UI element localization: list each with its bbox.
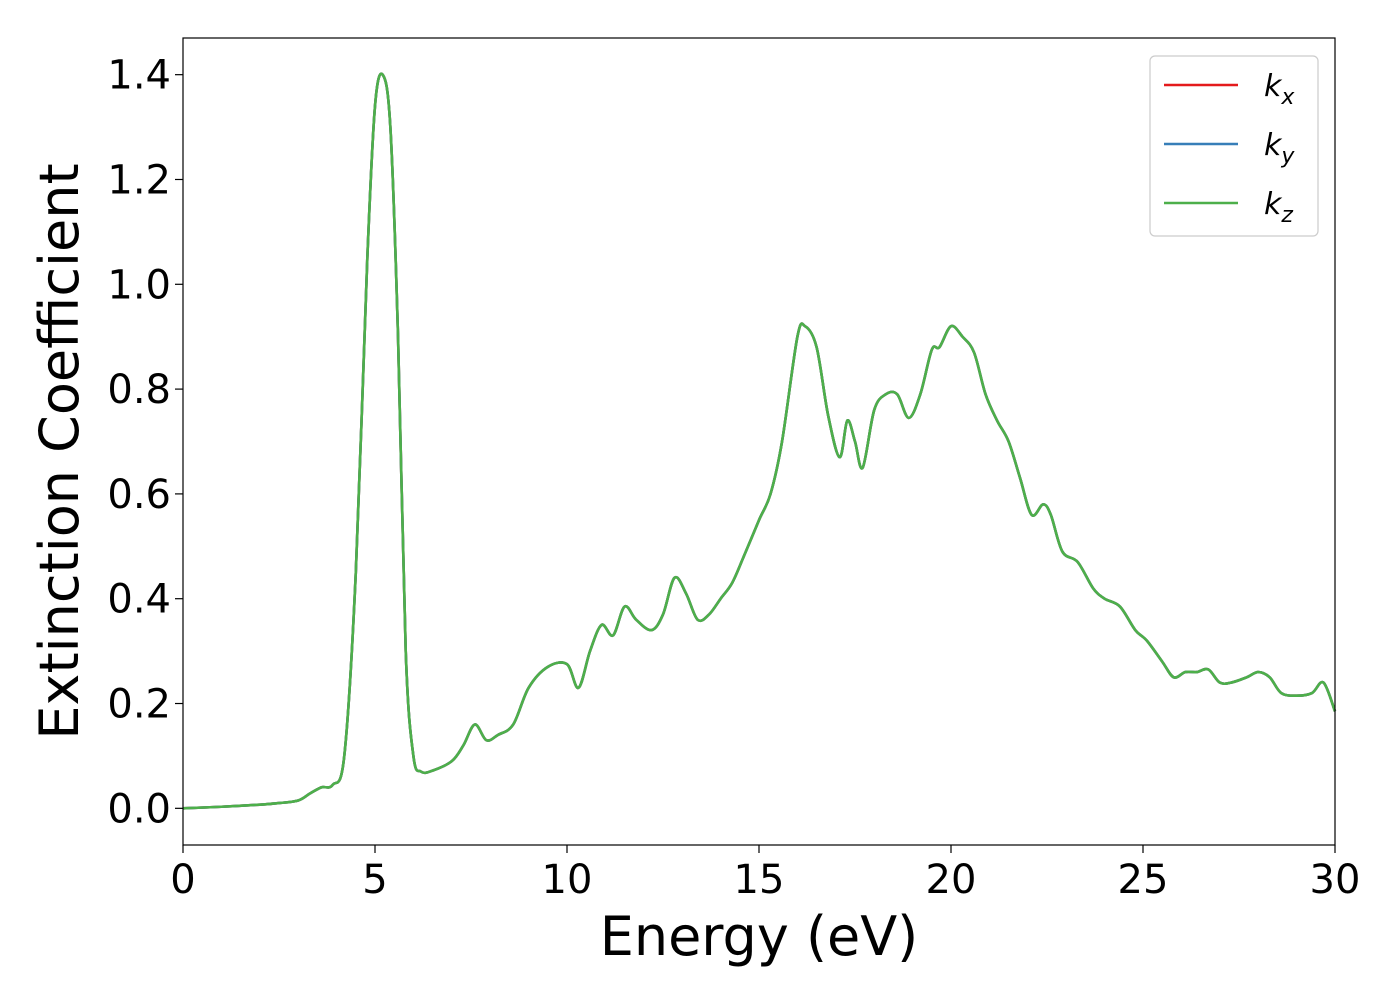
- x-tick-label: 0: [170, 857, 195, 903]
- y-tick-label: 0.8: [107, 367, 171, 413]
- legend-label-x: kx: [1264, 69, 1295, 110]
- legend-label-z: kz: [1264, 187, 1293, 228]
- y-tick-label: 1.2: [107, 157, 171, 203]
- y-tick-label: 0.6: [107, 472, 171, 518]
- x-tick-label: 30: [1310, 857, 1361, 903]
- legend-box: [1149, 55, 1319, 237]
- y-tick-label: 1.4: [107, 53, 171, 99]
- x-tick-label: 15: [734, 857, 785, 903]
- x-tick-label: 5: [362, 857, 387, 903]
- x-axis-label: Energy (eV): [600, 905, 919, 968]
- y-axis-label: Extinction Coefficient: [28, 163, 91, 739]
- x-tick-label: 25: [1118, 857, 1169, 903]
- x-tick-label: 10: [542, 857, 593, 903]
- y-tick-label: 0.4: [107, 577, 171, 623]
- x-tick-label: 20: [926, 857, 977, 903]
- ticks-layer: 0 5 10 15 20 25 30 0.0 0.2 0.4 0.6 0.8 1.0 1.2 1.4: [107, 53, 1360, 903]
- series-layer: [182, 72, 1337, 810]
- y-tick-label: 0.0: [107, 786, 171, 832]
- legend: kx ky kz: [1149, 55, 1319, 237]
- series-line-k-z: [182, 72, 1337, 810]
- y-tick-label: 1.0: [107, 262, 171, 308]
- y-tick-label: 0.2: [107, 682, 171, 728]
- legend-label-y: ky: [1264, 128, 1295, 169]
